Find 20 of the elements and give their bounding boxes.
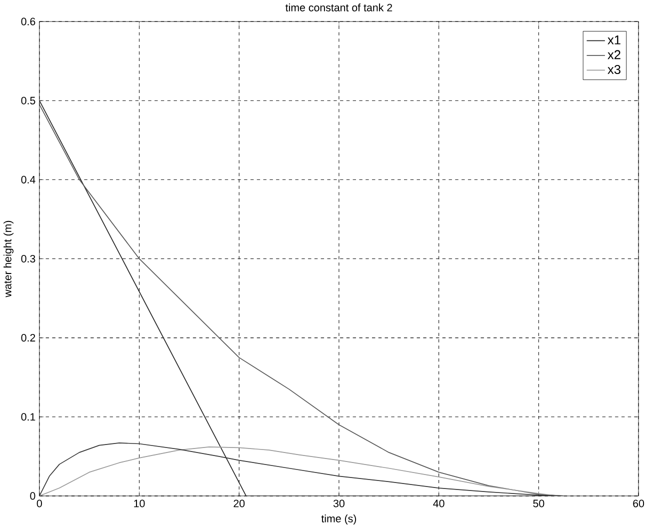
y-axis-title: water height (m): [4, 220, 14, 298]
y-tick-label: 0.6: [21, 18, 36, 26]
y-tick-label: 0.3: [21, 254, 36, 262]
x-tick-label: 60: [633, 500, 644, 508]
x-axis-title: time (s): [321, 514, 356, 524]
y-tick-label: 0.4: [21, 176, 36, 184]
y-tick-label: 0.1: [21, 413, 36, 421]
y-tick-label: 0: [30, 492, 36, 500]
chart-title: time constant of tank 2: [286, 4, 392, 12]
legend-label: x3: [608, 64, 620, 74]
x-tick-label: 10: [134, 500, 145, 508]
x-tick-label: 0: [36, 500, 42, 508]
y-tick-label: 0.5: [21, 96, 36, 104]
x-tick-label: 40: [433, 500, 444, 508]
legend-label: x1: [608, 35, 620, 44]
y-tick-label: 0.2: [21, 334, 36, 342]
x-tick-label: 50: [533, 500, 544, 508]
x-tick-label: 30: [333, 500, 344, 508]
x-tick-label: 20: [234, 500, 245, 508]
legend-label: x2: [608, 50, 620, 60]
